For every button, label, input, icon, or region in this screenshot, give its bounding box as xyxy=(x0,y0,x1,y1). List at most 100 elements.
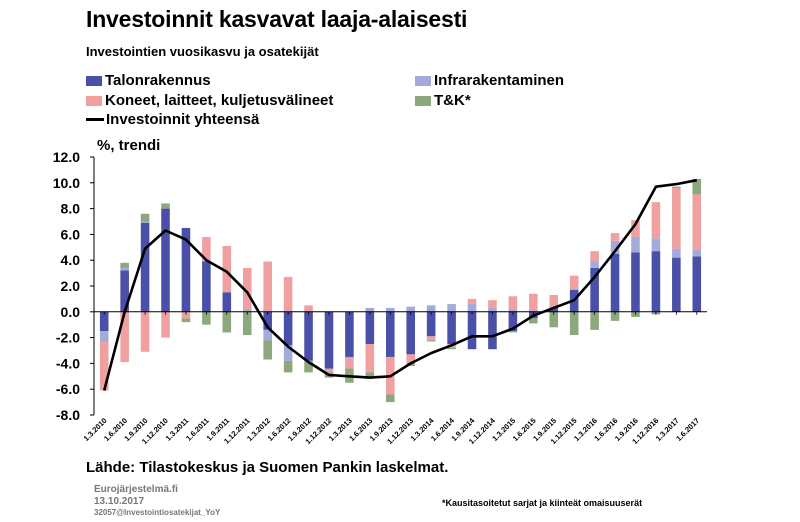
bar-infra xyxy=(140,221,150,223)
bar-tk xyxy=(447,347,456,350)
bar-infra xyxy=(406,306,416,312)
bar-infra xyxy=(324,368,334,370)
bar-koneet xyxy=(161,311,170,338)
bar-koneet xyxy=(672,187,681,249)
bar-koneet xyxy=(631,220,640,237)
y-tick-label: 12.0 xyxy=(53,149,80,165)
bar-koneet xyxy=(202,236,211,261)
y-tick-label: -4.0 xyxy=(56,355,80,371)
bar-talonrakennus xyxy=(202,261,211,312)
bar-infra xyxy=(99,331,109,342)
bar-talonrakennus xyxy=(263,311,272,330)
bar-koneet xyxy=(549,295,559,307)
chart-title: Investoinnit kasvavat laaja-alaisesti xyxy=(86,6,468,32)
bar-koneet xyxy=(365,344,375,373)
legend-item-talonrakennus: Talonrakennus xyxy=(86,72,211,89)
bar-koneet xyxy=(324,369,334,373)
bar-infra xyxy=(631,236,640,253)
line-total xyxy=(102,178,698,391)
bar-tk xyxy=(120,262,129,268)
bar-tk xyxy=(692,178,702,195)
bar-infra xyxy=(222,291,232,293)
bar-koneet xyxy=(263,261,272,312)
bar-talonrakennus xyxy=(651,251,661,312)
y-tick-label: -6.0 xyxy=(56,381,80,397)
bar-infra xyxy=(120,267,129,271)
bar-koneet xyxy=(651,202,661,239)
bar-talonrakennus xyxy=(692,256,702,312)
bar-talonrakennus xyxy=(385,311,395,357)
bar-koneet xyxy=(222,246,232,292)
bar-koneet xyxy=(304,305,313,312)
bar-talonrakennus xyxy=(406,311,416,355)
bar-tk xyxy=(508,331,518,333)
legend-item-total: Investoinnit yhteensä xyxy=(86,111,259,128)
bar-tk xyxy=(529,318,538,324)
bar-talonrakennus xyxy=(610,253,620,312)
bar-koneet xyxy=(590,251,599,262)
y-tick-label: -8.0 xyxy=(56,407,80,423)
bar-tk xyxy=(590,311,599,330)
bar-talonrakennus xyxy=(447,311,456,345)
bar-talonrakennus xyxy=(549,307,559,312)
bar-talonrakennus xyxy=(283,311,293,346)
bar-infra xyxy=(488,307,497,312)
legend-label-infrarakentaminen: Infrarakentaminen xyxy=(434,72,565,89)
chart-subtitle: Investointien vuosikasvu ja osatekijät xyxy=(86,44,319,59)
bar-tk xyxy=(672,186,681,188)
bar-koneet xyxy=(120,311,129,363)
y-axis-label: %, trendi xyxy=(97,137,160,154)
bar-infra xyxy=(345,356,354,359)
bar-koneet xyxy=(508,296,518,310)
legend-item-tk: T&K* xyxy=(415,92,471,109)
bar-koneet xyxy=(242,267,252,310)
legend-swatch-total xyxy=(86,118,104,121)
footer-org: Eurojärjestelmä.fi xyxy=(94,484,178,495)
source-note: Lähde: Tilastokeskus ja Suomen Pankin la… xyxy=(86,459,449,476)
bar-talonrakennus xyxy=(426,311,436,337)
bar-talonrakennus xyxy=(140,222,150,312)
bar-talonrakennus xyxy=(590,267,599,312)
y-tick-label: -2.0 xyxy=(56,330,80,346)
bar-talonrakennus xyxy=(365,311,375,345)
y-tick-label: 10.0 xyxy=(53,175,80,191)
bar-talonrakennus xyxy=(120,270,129,312)
bar-talonrakennus xyxy=(181,227,191,312)
bar-tk xyxy=(222,311,232,333)
bar-tk xyxy=(304,362,313,373)
legend-item-infrarakentaminen: Infrarakentaminen xyxy=(415,72,564,89)
legend-label-talonrakennus: Talonrakennus xyxy=(105,72,211,89)
bar-koneet xyxy=(283,276,293,312)
bar-talonrakennus xyxy=(508,311,518,332)
bar-koneet xyxy=(181,311,191,319)
bar-koneet xyxy=(569,275,579,289)
legend-swatch-koneet xyxy=(86,95,102,106)
legend-swatch-talonrakennus xyxy=(86,75,102,86)
bar-infra xyxy=(283,345,293,361)
bar-infra xyxy=(569,288,579,290)
bar-koneet xyxy=(140,311,150,352)
bar-infra xyxy=(590,261,599,268)
bar-talonrakennus xyxy=(161,208,170,312)
bar-infra xyxy=(263,329,272,341)
bar-infra xyxy=(242,309,252,312)
bar-koneet xyxy=(467,298,477,305)
bar-koneet xyxy=(99,341,109,391)
bar-talonrakennus xyxy=(467,311,477,350)
bar-talonrakennus xyxy=(304,311,313,361)
bar-talonrakennus xyxy=(488,311,497,350)
bar-koneet xyxy=(426,336,436,341)
bar-tk xyxy=(140,213,150,222)
bar-koneet xyxy=(692,194,702,250)
bar-infra xyxy=(365,307,375,312)
bar-tk xyxy=(161,203,170,209)
y-tick-label: 0.0 xyxy=(61,304,81,320)
legend-label-tk: T&K* xyxy=(434,92,471,109)
bar-infra xyxy=(651,238,661,252)
footer-file: 32057@Investointiosatekijat_YoY xyxy=(94,508,221,517)
bar-infra xyxy=(692,249,702,257)
bar-tk xyxy=(181,318,191,323)
bar-tk xyxy=(569,311,579,336)
bar-tk xyxy=(385,394,395,403)
